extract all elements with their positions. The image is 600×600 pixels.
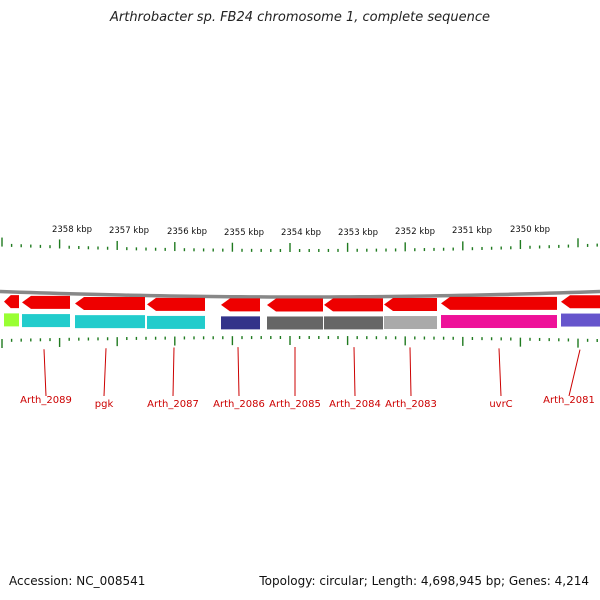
- backbone-arc: [0, 289, 600, 299]
- gene-bar: [22, 314, 70, 328]
- gene-arrow: [384, 298, 437, 312]
- gene-bar: [324, 316, 383, 330]
- gene-bar: [147, 315, 205, 329]
- gene-arrow: [147, 297, 205, 311]
- gene-arrow: [4, 295, 19, 309]
- kbp-label: 2353 kbp: [338, 228, 378, 238]
- gene-label: Arth_2089: [20, 395, 72, 406]
- gene-bar: [75, 315, 145, 329]
- kbp-label: 2357 kbp: [109, 226, 149, 236]
- gene-arrow: [267, 298, 323, 312]
- gene-leader-line: [409, 347, 412, 397]
- gene-leader-line: [353, 347, 356, 397]
- accession-text: Accession: NC_008541: [9, 574, 146, 588]
- gene-arrow: [75, 297, 145, 311]
- gene-bar: [267, 316, 323, 330]
- gene-bar: [4, 313, 19, 327]
- gene-leader-line: [43, 349, 47, 397]
- map-title: Arthrobacter sp. FB24 chromosome 1, comp…: [109, 10, 491, 25]
- gene-label: Arth_2087: [147, 399, 199, 410]
- gene-arrow: [441, 296, 557, 310]
- gene-bar: [441, 315, 557, 329]
- gene-leader-line: [498, 348, 502, 397]
- gene-bar: [384, 316, 437, 330]
- gene-leader-line: [237, 347, 240, 397]
- genome-summary-text: Topology: circular; Length: 4,698,945 bp…: [259, 574, 589, 588]
- gene-label: pgk: [95, 399, 114, 410]
- gene-label: Arth_2083: [385, 399, 437, 410]
- gene-leader-line: [568, 349, 581, 397]
- gene-leader-line: [172, 347, 175, 397]
- gene-leader-line: [103, 348, 107, 397]
- kbp-label: 2355 kbp: [224, 228, 264, 238]
- kbp-label: 2358 kbp: [52, 225, 92, 235]
- kbp-label: 2356 kbp: [167, 227, 207, 237]
- gene-arrow: [561, 295, 600, 309]
- gene-label: Arth_2086: [213, 399, 265, 410]
- gene-arrow: [221, 298, 260, 312]
- kbp-label: 2354 kbp: [281, 228, 321, 238]
- kbp-label: 2351 kbp: [452, 226, 492, 236]
- gene-label: uvrC: [489, 399, 512, 410]
- gene-bar: [221, 316, 260, 330]
- gene-label: Arth_2081: [543, 395, 595, 406]
- kbp-label: 2352 kbp: [395, 227, 435, 237]
- kbp-label: 2350 kbp: [510, 225, 550, 235]
- gene-label: Arth_2085: [269, 399, 321, 410]
- gene-arrow: [22, 295, 70, 309]
- gene-label: Arth_2084: [329, 399, 381, 410]
- gene-bar: [561, 313, 600, 327]
- gene-arrow: [324, 298, 383, 312]
